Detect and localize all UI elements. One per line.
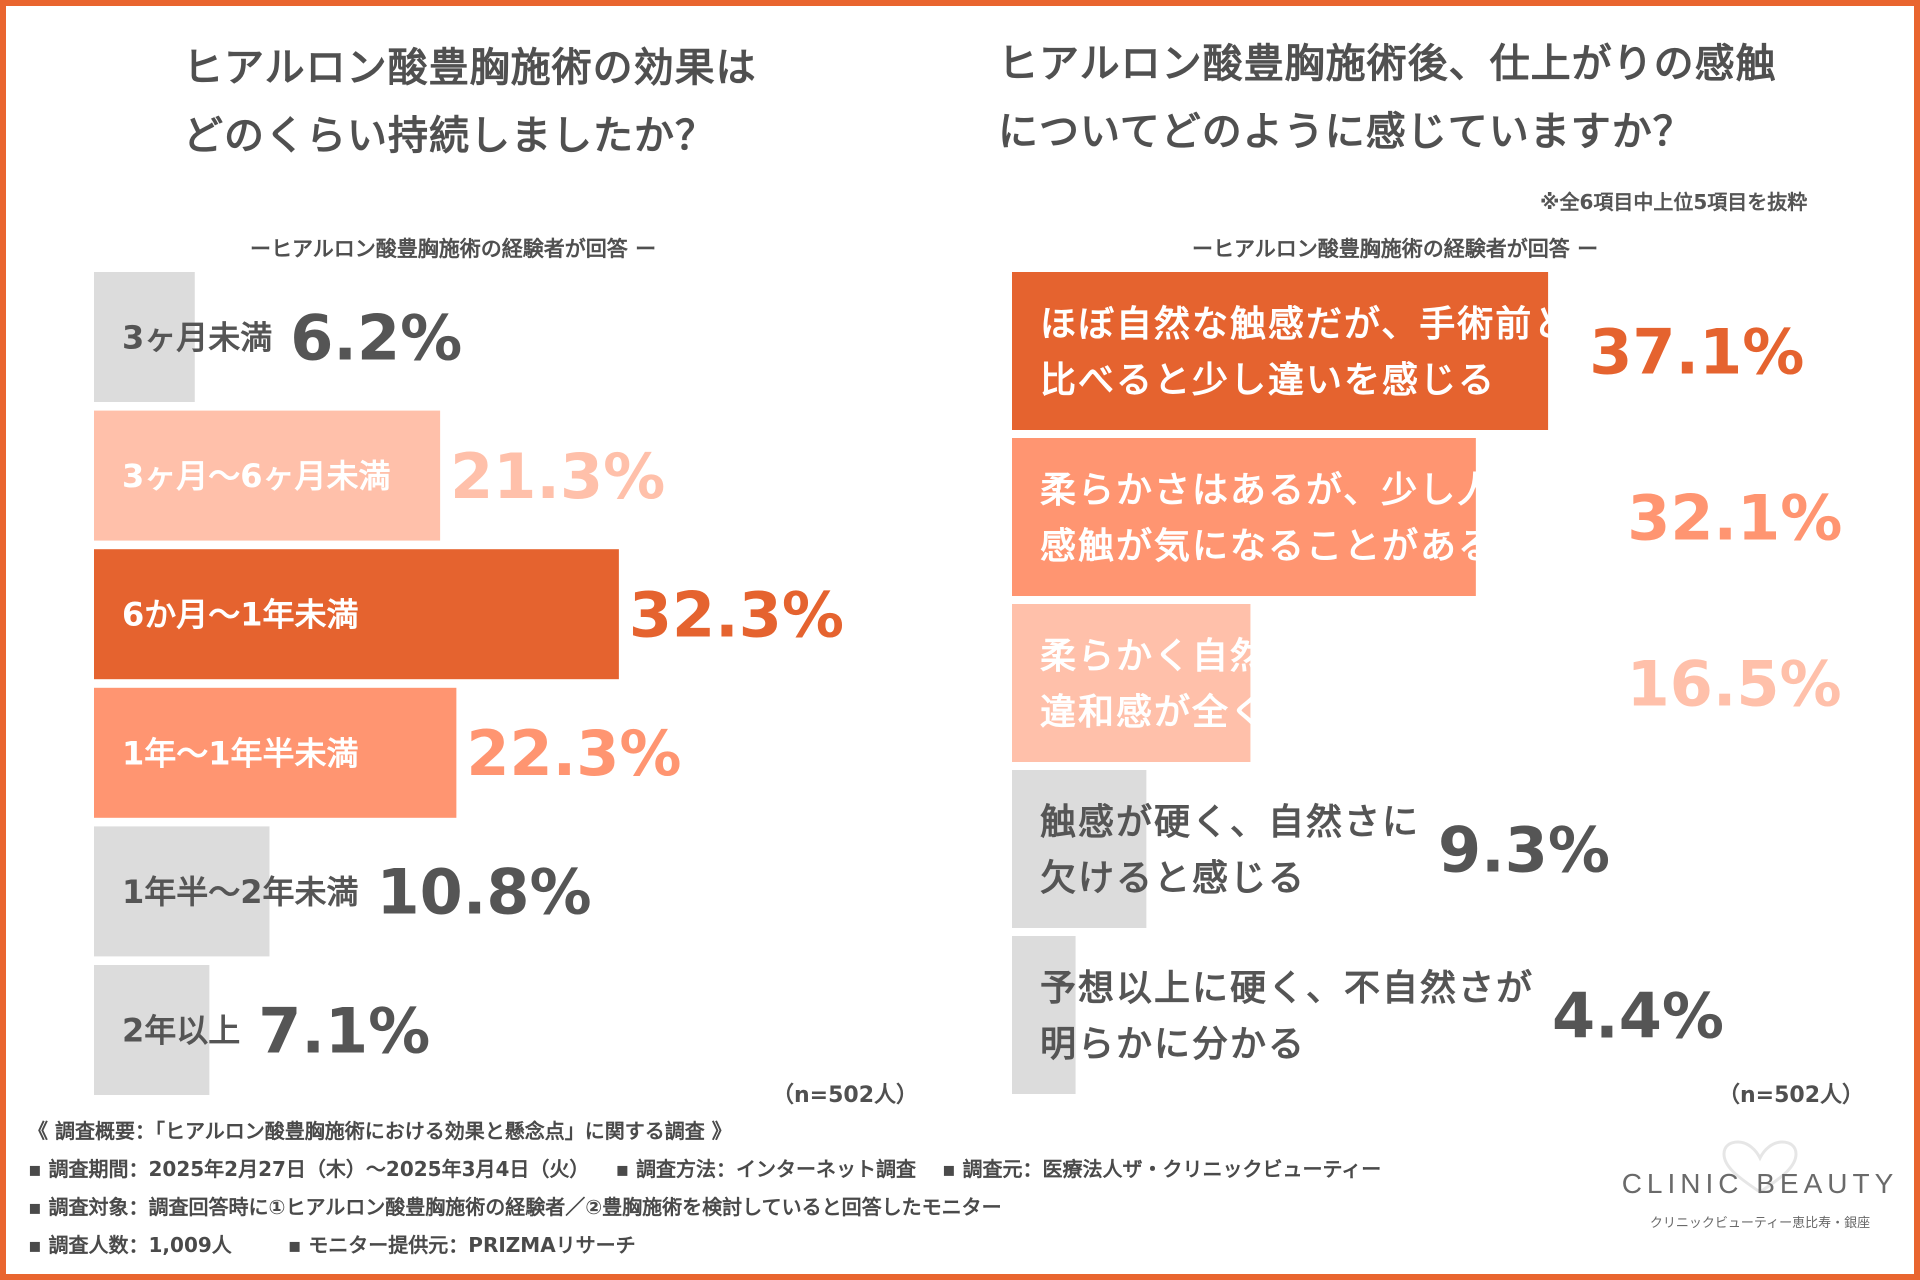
- footer-provider: ▪ モニター提供元：PRIZMAリサーチ: [287, 1233, 636, 1257]
- right-chart-bar-1: [1012, 272, 1549, 430]
- left-chart-bar-6: [94, 965, 210, 1095]
- footer-row-3: ▪ 調査人数：1,009人 ▪ モニター提供元：PRIZMAリサーチ: [28, 1226, 1381, 1264]
- right-chart-value-label-3: 16.5%: [1627, 647, 1842, 720]
- right-chart-subtitle: ーヒアルロン酸豊胸施術の経験者が回答 ー: [1192, 237, 1599, 261]
- left-chart-value-label-3: 32.3%: [629, 579, 844, 652]
- left-title-line-2: どのくらい持続しましたか？: [183, 113, 716, 159]
- survey-footer: 《 調査概要：「ヒアルロン酸豊胸施術における効果と懸念点」に関する調査 》 ▪ …: [28, 1112, 1381, 1264]
- left-chart-category-label-5: 1年半～2年未満: [122, 873, 359, 911]
- right-chart-bar-5: [1012, 936, 1076, 1094]
- right-chart-title: ヒアルロン酸豊胸施術後、仕上がりの感触 についてどのように感じていますか？: [998, 30, 1777, 166]
- left-chart-bar-2: [94, 410, 441, 541]
- left-chart-title: ヒアルロン酸豊胸施術の効果は どのくらい持続しましたか？: [183, 34, 757, 170]
- logo-subtitle: クリニックビューティー恵比寿・銀座: [1649, 1216, 1871, 1231]
- right-chart-value-label-4: 9.3%: [1438, 813, 1610, 886]
- charts-svg: 3ヶ月未満 6.2% 3ヶ月～6ヶ月未満 21.3% 6か月～1年未満 32.3% 1年～1…: [94, 272, 1842, 1095]
- right-chart-bar-4: [1012, 770, 1147, 928]
- footer-count: ▪ 調査人数：1,009人: [28, 1233, 232, 1257]
- left-chart-bar-5: [94, 826, 270, 957]
- left-title-line-1: ヒアルロン酸豊胸施術の効果は: [183, 45, 757, 91]
- footer-source: ▪ 調査元：医療法人ザ・クリニックビューティー: [941, 1157, 1382, 1181]
- left-chart-value-label-5: 10.8%: [377, 856, 592, 929]
- right-chart-category-label-5: 予想以上に硬く、不自然さが明らかに分かる: [1040, 967, 1534, 1065]
- left-chart-value-label-1: 6.2%: [290, 301, 462, 374]
- left-chart-bar-3: [94, 549, 619, 680]
- left-chart-subtitle: ーヒアルロン酸豊胸施術の経験者が回答 ー: [250, 237, 657, 261]
- right-bar-chart: ほぼ自然な触感だが、手術前と比べると少し違いを感じる 37.1% 柔らかさはあるが、…: [1012, 272, 1842, 1094]
- left-chart-bar-4: [94, 687, 457, 818]
- right-chart-value-label-2: 32.1%: [1627, 481, 1842, 554]
- left-sample-size: （n=502人）: [772, 1083, 919, 1108]
- right-chart-value-label-5: 4.4%: [1552, 979, 1724, 1052]
- right-chart-bar-2: [1012, 438, 1476, 596]
- clinic-beauty-logo: CLINIC BEAUTY クリニックビューティー恵比寿・銀座: [1620, 1140, 1900, 1231]
- footer-method: ▪ 調査方法：インターネット調査: [615, 1157, 916, 1181]
- right-title-line-2: についてどのように感じていますか？: [998, 109, 1694, 155]
- right-chart-category-label-3: 柔らかく自然な触感で、自分でも違和感が全くない: [1040, 635, 1609, 733]
- right-title-line-1: ヒアルロン酸豊胸施術後、仕上がりの感触: [998, 41, 1777, 87]
- footer-period: ▪ 調査期間：2025年2月27日（木）～2025年3月4日（火）: [28, 1157, 590, 1181]
- footer-target: ▪ 調査対象：調査回答時に①ヒアルロン酸豊胸施術の経験者／②豊胸施術を検討してい…: [28, 1195, 1002, 1219]
- left-chart-bar-1: [94, 272, 195, 402]
- right-chart-category-label-4: 触感が硬く、自然さに欠けると感じる: [1040, 801, 1420, 899]
- footer-row-1: ▪ 調査期間：2025年2月27日（木）～2025年3月4日（火） ▪ 調査方法：…: [28, 1150, 1381, 1188]
- right-sample-size: （n=502人）: [1718, 1083, 1865, 1108]
- left-chart-category-label-3: 6か月～1年未満: [122, 596, 359, 634]
- right-chart-category-label-1: ほぼ自然な触感だが、手術前と比べると少し違いを感じる: [1040, 303, 1571, 401]
- left-bar-chart: 3ヶ月未満 6.2% 3ヶ月～6ヶ月未満 21.3% 6か月～1年未満 32.3% 1年～1…: [94, 272, 844, 1095]
- right-chart-bar-3: [1012, 604, 1251, 762]
- left-chart-category-label-4: 1年～1年半未満: [122, 734, 359, 772]
- right-chart-value-label-1: 37.1%: [1589, 315, 1804, 388]
- right-chart-category-label-2: 柔らかさはあるが、少し人工的な感触が気になることがある: [1040, 470, 1609, 567]
- left-chart-value-label-6: 7.1%: [258, 994, 430, 1067]
- left-chart-category-label-6: 2年以上: [122, 1012, 240, 1050]
- logo-name: CLINIC BEAUTY: [1621, 1168, 1899, 1199]
- heart-outline-logo-icon: [1722, 1140, 1798, 1194]
- left-chart-category-label-1: 3ヶ月未満: [122, 319, 272, 357]
- footer-summary: 《 調査概要：「ヒアルロン酸豊胸施術における効果と懸念点」に関する調査 》: [28, 1119, 732, 1143]
- left-chart-value-label-4: 22.3%: [466, 717, 681, 790]
- left-chart-category-label-2: 3ヶ月～6ヶ月未満: [122, 457, 391, 495]
- left-chart-value-label-2: 21.3%: [450, 440, 665, 513]
- right-excerpt-note: ※全6項目中上位5項目を抜粋: [1540, 190, 1808, 214]
